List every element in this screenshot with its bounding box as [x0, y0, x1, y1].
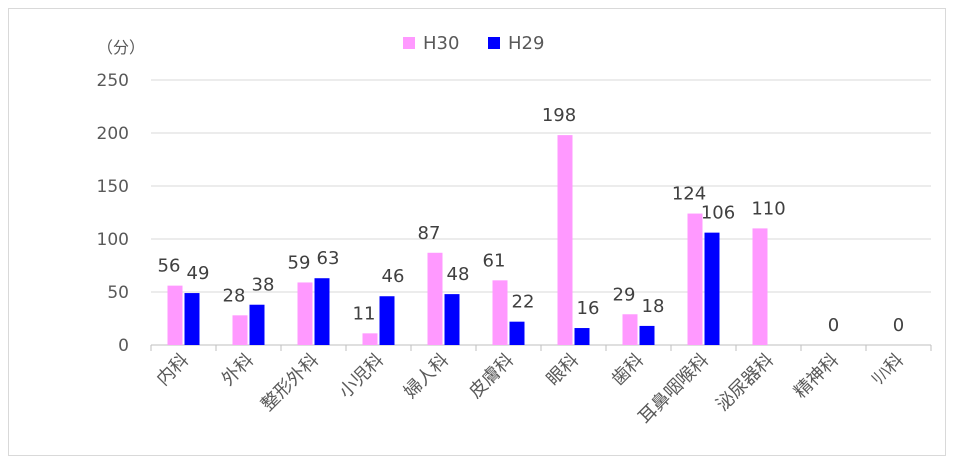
bar-h30 — [622, 314, 638, 345]
data-label-h30: 56 — [158, 256, 181, 277]
x-category-label: 小児科 — [335, 350, 388, 403]
x-category-label: 歯科 — [608, 350, 648, 390]
x-category-label: 内科 — [153, 350, 193, 390]
bar-h30 — [752, 228, 768, 345]
bar-h30 — [492, 280, 508, 345]
data-label-h30: 28 — [223, 285, 246, 306]
bar-h30 — [557, 135, 573, 345]
data-label-h30: 29 — [613, 284, 636, 305]
y-tick-label: 0 — [118, 336, 129, 356]
data-label-h29: 106 — [701, 203, 735, 224]
x-category-label: 泌尿器科 — [712, 350, 778, 416]
bar-h30 — [427, 252, 443, 345]
x-category-label: ﾘﾊ科 — [868, 350, 908, 390]
data-label-h29: 22 — [512, 292, 535, 313]
y-tick-label: 200 — [97, 124, 129, 144]
x-category-label: 耳鼻咽喉科 — [635, 350, 713, 428]
data-label-h30: 0 — [828, 315, 839, 336]
x-category-label: 外科 — [218, 350, 258, 390]
bar-h30 — [297, 282, 313, 345]
x-category-label: 精神科 — [790, 350, 843, 403]
bar-h29 — [509, 321, 525, 345]
y-tick-label: 50 — [107, 283, 129, 303]
bar-h29 — [184, 293, 200, 345]
data-label-h30: 87 — [418, 223, 441, 244]
x-category-label: 眼科 — [543, 350, 583, 390]
bar-h29 — [639, 325, 655, 345]
bar-h30 — [167, 285, 183, 345]
bar-h30 — [687, 213, 703, 345]
chart-frame: 56 49 28 38 59 63 11 46 87 48 61 22 198 16 29 18 124 106 1… — [8, 8, 946, 456]
x-category-label: 婦人科 — [400, 350, 453, 403]
data-label-h29: 38 — [252, 275, 275, 296]
data-label-h30: 124 — [672, 184, 706, 205]
data-label-h29: 63 — [317, 248, 340, 269]
y-tick-label: 250 — [97, 71, 129, 91]
legend-swatch — [403, 37, 415, 49]
data-label-h29: 46 — [382, 266, 405, 287]
y-tick-label: 150 — [97, 177, 129, 197]
bar-h29 — [444, 294, 460, 345]
bar-h29 — [704, 232, 720, 345]
data-label-h30: 0 — [893, 315, 904, 336]
data-label-h30: 59 — [288, 252, 311, 273]
legend-swatch — [488, 37, 500, 49]
data-label-h29: 16 — [577, 298, 600, 319]
y-unit-label: （分） — [97, 38, 145, 57]
bar-h29 — [379, 296, 395, 345]
x-category-label: 皮膚科 — [465, 350, 518, 403]
x-category-label: 整形外科 — [257, 350, 323, 416]
legend-label: H29 — [508, 33, 544, 54]
data-label-h30: 198 — [542, 105, 576, 126]
bar-h30 — [232, 315, 248, 345]
data-label-h29: 18 — [642, 296, 665, 317]
bar-h29 — [574, 328, 590, 345]
data-label-h30: 110 — [751, 198, 785, 219]
data-label-h30: 61 — [483, 250, 506, 271]
legend-label: H30 — [423, 33, 459, 54]
data-label-h30: 11 — [353, 303, 376, 324]
data-label-h29: 49 — [187, 263, 210, 284]
bar-h30 — [362, 333, 378, 345]
data-label-h29: 48 — [447, 264, 470, 285]
bar-h29 — [314, 278, 330, 345]
y-tick-label: 100 — [97, 230, 129, 250]
bar-h29 — [249, 304, 265, 345]
